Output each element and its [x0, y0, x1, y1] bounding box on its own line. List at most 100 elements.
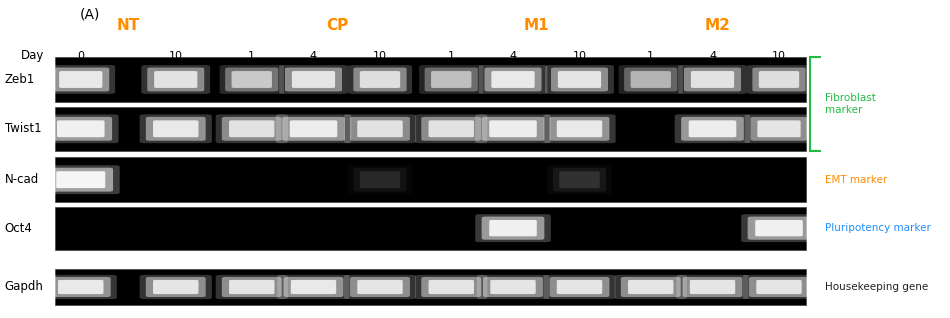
FancyBboxPatch shape: [549, 277, 610, 297]
FancyBboxPatch shape: [756, 280, 802, 294]
FancyBboxPatch shape: [741, 214, 817, 242]
FancyBboxPatch shape: [142, 65, 210, 94]
FancyBboxPatch shape: [690, 280, 735, 294]
Text: CP: CP: [326, 18, 349, 33]
Text: 0: 0: [77, 51, 85, 61]
FancyBboxPatch shape: [147, 67, 204, 92]
FancyBboxPatch shape: [43, 114, 119, 143]
FancyBboxPatch shape: [59, 71, 103, 88]
Text: 10: 10: [373, 51, 387, 61]
FancyBboxPatch shape: [415, 275, 487, 299]
FancyBboxPatch shape: [55, 269, 806, 305]
FancyBboxPatch shape: [674, 114, 751, 143]
FancyBboxPatch shape: [216, 114, 288, 143]
Text: Gapdh: Gapdh: [5, 280, 44, 294]
FancyBboxPatch shape: [47, 65, 115, 94]
FancyBboxPatch shape: [277, 275, 350, 299]
FancyBboxPatch shape: [45, 275, 117, 299]
FancyBboxPatch shape: [557, 120, 602, 137]
FancyBboxPatch shape: [745, 114, 813, 143]
FancyBboxPatch shape: [549, 117, 610, 141]
FancyBboxPatch shape: [216, 275, 288, 299]
FancyBboxPatch shape: [545, 65, 614, 94]
FancyBboxPatch shape: [752, 67, 806, 92]
FancyBboxPatch shape: [560, 171, 599, 188]
FancyBboxPatch shape: [543, 114, 616, 143]
FancyBboxPatch shape: [360, 171, 400, 188]
Text: Zeb1: Zeb1: [5, 73, 35, 86]
FancyBboxPatch shape: [42, 165, 120, 194]
FancyBboxPatch shape: [344, 114, 416, 143]
FancyBboxPatch shape: [146, 117, 205, 141]
Text: 10: 10: [169, 51, 182, 61]
FancyBboxPatch shape: [222, 117, 281, 141]
FancyBboxPatch shape: [628, 280, 674, 294]
Text: Day: Day: [21, 49, 45, 62]
FancyBboxPatch shape: [222, 277, 281, 297]
FancyBboxPatch shape: [428, 120, 474, 137]
FancyBboxPatch shape: [482, 117, 544, 141]
FancyBboxPatch shape: [618, 65, 683, 94]
FancyBboxPatch shape: [229, 280, 275, 294]
FancyBboxPatch shape: [55, 207, 806, 250]
Text: 1: 1: [647, 51, 655, 61]
FancyBboxPatch shape: [755, 220, 803, 236]
FancyBboxPatch shape: [291, 280, 336, 294]
FancyBboxPatch shape: [360, 71, 400, 88]
Text: 1: 1: [248, 51, 256, 61]
FancyBboxPatch shape: [748, 217, 810, 240]
FancyBboxPatch shape: [276, 114, 352, 143]
FancyBboxPatch shape: [431, 71, 471, 88]
Text: M1: M1: [524, 18, 549, 33]
FancyBboxPatch shape: [292, 71, 335, 88]
FancyBboxPatch shape: [678, 65, 747, 94]
FancyBboxPatch shape: [353, 67, 407, 92]
Text: 1: 1: [447, 51, 455, 61]
FancyBboxPatch shape: [491, 71, 535, 88]
FancyBboxPatch shape: [57, 120, 104, 137]
FancyBboxPatch shape: [759, 71, 799, 88]
FancyBboxPatch shape: [348, 65, 412, 94]
FancyBboxPatch shape: [681, 117, 744, 141]
FancyBboxPatch shape: [551, 67, 608, 92]
FancyBboxPatch shape: [55, 57, 806, 102]
FancyBboxPatch shape: [419, 65, 484, 94]
FancyBboxPatch shape: [415, 114, 487, 143]
FancyBboxPatch shape: [631, 71, 671, 88]
FancyBboxPatch shape: [689, 120, 736, 137]
FancyBboxPatch shape: [489, 220, 537, 236]
FancyBboxPatch shape: [482, 217, 544, 240]
FancyBboxPatch shape: [475, 114, 551, 143]
Text: 4: 4: [310, 51, 317, 61]
Text: EMT marker: EMT marker: [825, 175, 887, 185]
FancyBboxPatch shape: [55, 107, 806, 151]
FancyBboxPatch shape: [48, 168, 113, 192]
FancyBboxPatch shape: [484, 277, 543, 297]
FancyBboxPatch shape: [479, 65, 547, 94]
Text: Oct4: Oct4: [5, 222, 32, 235]
FancyBboxPatch shape: [140, 275, 212, 299]
FancyBboxPatch shape: [475, 214, 551, 242]
FancyBboxPatch shape: [146, 277, 205, 297]
FancyBboxPatch shape: [615, 275, 687, 299]
Text: 10: 10: [573, 51, 586, 61]
FancyBboxPatch shape: [557, 280, 602, 294]
FancyBboxPatch shape: [621, 277, 681, 297]
Text: M2: M2: [704, 18, 731, 33]
FancyBboxPatch shape: [750, 117, 808, 141]
FancyBboxPatch shape: [421, 117, 481, 141]
FancyBboxPatch shape: [421, 277, 481, 297]
FancyBboxPatch shape: [425, 67, 478, 92]
FancyBboxPatch shape: [743, 275, 815, 299]
FancyBboxPatch shape: [55, 157, 806, 202]
FancyBboxPatch shape: [353, 168, 407, 192]
Text: 4: 4: [709, 51, 716, 61]
FancyBboxPatch shape: [477, 275, 549, 299]
FancyBboxPatch shape: [757, 120, 801, 137]
FancyBboxPatch shape: [229, 120, 275, 137]
FancyBboxPatch shape: [357, 280, 403, 294]
FancyBboxPatch shape: [553, 168, 606, 192]
Text: 10: 10: [772, 51, 786, 61]
FancyBboxPatch shape: [357, 120, 403, 137]
FancyBboxPatch shape: [344, 275, 416, 299]
